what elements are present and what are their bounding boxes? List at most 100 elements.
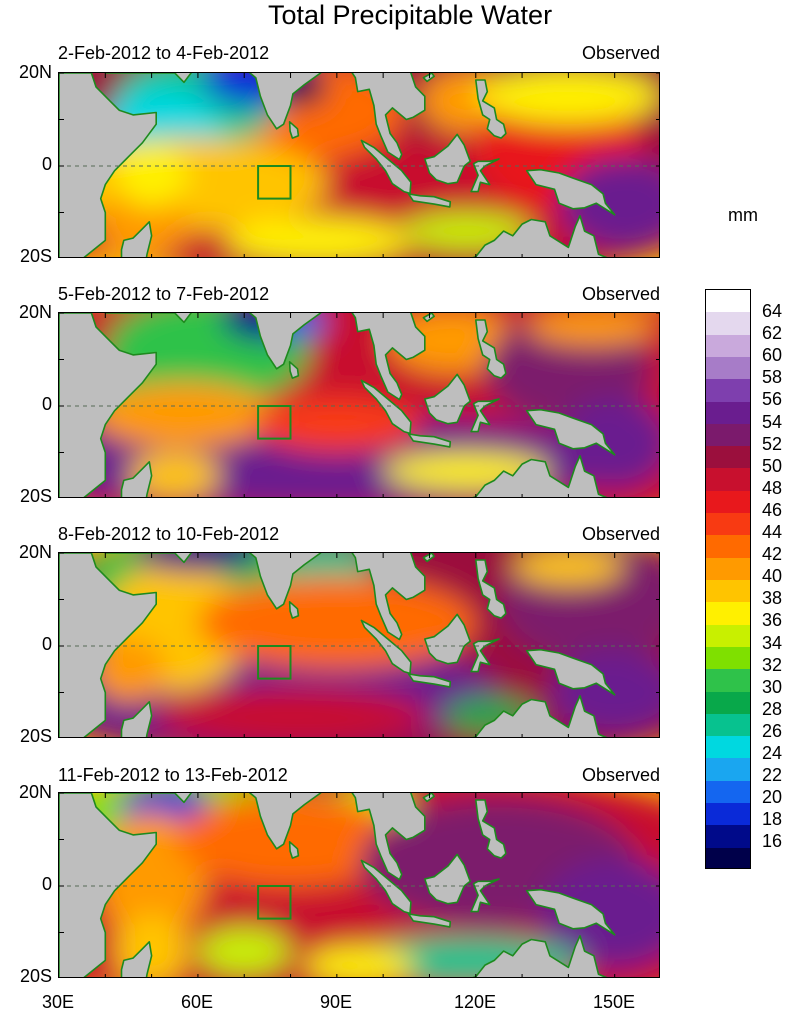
colorbar-segment — [706, 334, 750, 358]
land-mass — [525, 408, 616, 456]
colorbar-segment — [706, 312, 750, 336]
lon-label-90e: 90E — [319, 992, 353, 1012]
land-mass — [120, 221, 153, 257]
colorbar-tick-label: 34 — [762, 632, 783, 653]
land-mass — [248, 553, 322, 610]
land-mass — [104, 73, 192, 84]
land-mass — [472, 695, 608, 737]
map-panel-4 — [58, 792, 660, 978]
colorbar-segment — [706, 669, 750, 693]
land-mass — [104, 793, 192, 804]
land-mass — [474, 319, 507, 379]
land-mass — [472, 455, 608, 497]
colorbar-tick-label: 30 — [762, 676, 783, 697]
water-vapor-blob — [133, 553, 263, 572]
colorbar-tick-label: 22 — [762, 765, 783, 786]
map-panel-1-svg — [59, 73, 659, 257]
water-vapor-blob — [151, 687, 430, 737]
lon-label-120e: 120E — [453, 992, 497, 1012]
land-mass — [59, 73, 157, 257]
land-mass — [470, 878, 500, 913]
land-mass — [351, 553, 426, 641]
colorbar-tick-label: 48 — [762, 477, 783, 498]
water-vapor-blob — [526, 313, 657, 346]
water-vapor-blob — [559, 156, 659, 250]
panel-1-date-range: 2-Feb-2012 to 4-Feb-2012 — [58, 43, 270, 63]
land-mass — [525, 648, 616, 696]
land-mass — [120, 461, 153, 497]
colorbar-tick-label: 62 — [762, 323, 783, 344]
colorbar-segment — [706, 803, 750, 826]
land-mass — [120, 941, 153, 977]
lat-label-20s: 20S — [19, 726, 52, 746]
map-panel-1 — [58, 72, 660, 258]
study-region-box — [257, 645, 292, 680]
study-region-box — [257, 165, 292, 200]
land-mass — [407, 433, 452, 448]
land-mass — [525, 168, 616, 216]
land-mass — [248, 73, 322, 130]
colorbar-tick-label: 28 — [762, 698, 783, 719]
colorbar-segment — [706, 490, 750, 514]
map-panel-2-svg — [59, 313, 659, 497]
lat-label-20n: 20N — [18, 62, 52, 82]
land-mass — [423, 133, 472, 185]
land-mass — [248, 793, 322, 850]
land-mass — [120, 701, 153, 737]
panel-1-status: Observed — [581, 43, 660, 63]
colorbar-tick-label: 20 — [762, 787, 783, 808]
water-vapor-blob — [559, 396, 659, 490]
water-vapor-blob — [225, 217, 411, 257]
colorbar-segment — [706, 758, 750, 782]
lon-label-30e: 30E — [41, 992, 75, 1012]
colorbar-segment — [706, 513, 750, 536]
colorbar-tick-label: 52 — [762, 433, 783, 454]
colorbar-tick-label: 56 — [762, 389, 783, 410]
colorbar-segment — [706, 825, 750, 849]
land-mass — [472, 215, 608, 257]
colorbar-segment — [706, 580, 750, 603]
colorbar-segment — [706, 602, 750, 626]
panel-4-status: Observed — [581, 765, 660, 785]
panel-3-date-range: 8-Feb-2012 to 10-Feb-2012 — [58, 524, 280, 544]
land-mass — [59, 553, 157, 737]
land-mass — [423, 373, 472, 425]
land-mass — [351, 73, 426, 161]
land-mass — [351, 793, 426, 881]
water-vapor-blob — [304, 946, 416, 977]
colorbar-segment — [706, 356, 750, 380]
water-vapor-blob — [114, 142, 189, 208]
colorbar-tick-label: 64 — [762, 301, 783, 321]
land-mass — [474, 559, 507, 619]
land-mass — [525, 888, 616, 936]
lat-label-0: 0 — [41, 154, 52, 174]
colorbar-segment — [706, 290, 750, 313]
colorbar-segment — [706, 557, 750, 581]
study-region-box — [257, 885, 292, 920]
colorbar-segment — [706, 379, 750, 403]
colorbar-tick-label: 58 — [762, 367, 783, 388]
colorbar-tick-label: 16 — [762, 831, 783, 852]
lat-label-0: 0 — [41, 394, 52, 414]
land-mass — [248, 313, 322, 370]
water-vapor-blob — [197, 927, 291, 975]
precipitable-water-field — [59, 73, 659, 257]
lat-label-20n: 20N — [18, 302, 52, 322]
colorbar-tick-label: 40 — [762, 566, 783, 587]
colorbar-segment — [706, 624, 750, 648]
land-mass — [423, 613, 472, 665]
colorbar-tick-label: 54 — [762, 411, 783, 432]
colorbar-tick-label: 36 — [762, 610, 783, 631]
map-panel-3 — [58, 552, 660, 738]
land-mass — [59, 793, 157, 977]
chart-title: Total Precipitable Water — [267, 0, 553, 30]
land-mass — [407, 193, 452, 208]
lat-label-20n: 20N — [18, 542, 52, 562]
land-mass — [407, 673, 452, 688]
land-mass — [288, 600, 300, 619]
colorbar-tick-label: 18 — [762, 809, 783, 830]
land-mass — [474, 799, 507, 859]
land-mass — [351, 313, 426, 401]
colorbar-tick-label: 32 — [762, 654, 783, 675]
lat-label-20s: 20S — [19, 966, 52, 986]
